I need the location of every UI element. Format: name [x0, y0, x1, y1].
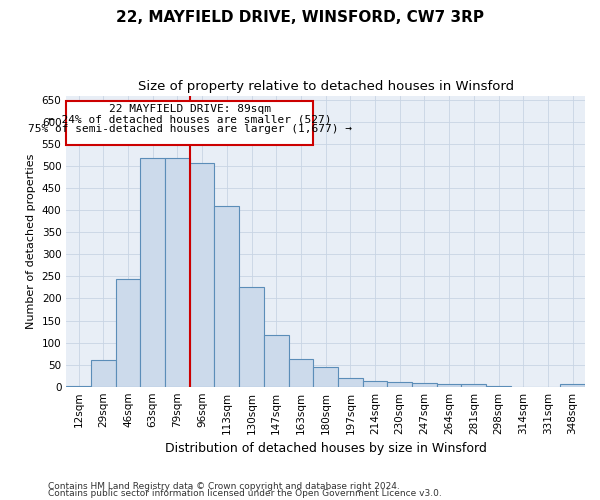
- Bar: [412, 383, 437, 386]
- Bar: [388, 382, 412, 386]
- Title: Size of property relative to detached houses in Winsford: Size of property relative to detached ho…: [137, 80, 514, 93]
- Y-axis label: Number of detached properties: Number of detached properties: [26, 154, 36, 329]
- Bar: [190, 163, 214, 386]
- Bar: [214, 206, 239, 386]
- Bar: [560, 384, 585, 386]
- Text: Contains HM Land Registry data © Crown copyright and database right 2024.: Contains HM Land Registry data © Crown c…: [48, 482, 400, 491]
- Bar: [289, 359, 313, 386]
- Bar: [313, 367, 338, 386]
- Bar: [437, 384, 461, 386]
- X-axis label: Distribution of detached houses by size in Winsford: Distribution of detached houses by size …: [165, 442, 487, 455]
- Bar: [338, 378, 362, 386]
- Text: 22 MAYFIELD DRIVE: 89sqm: 22 MAYFIELD DRIVE: 89sqm: [109, 104, 271, 115]
- Bar: [165, 158, 190, 386]
- Bar: [91, 360, 116, 386]
- Bar: [116, 278, 140, 386]
- Text: 22, MAYFIELD DRIVE, WINSFORD, CW7 3RP: 22, MAYFIELD DRIVE, WINSFORD, CW7 3RP: [116, 10, 484, 25]
- Text: ← 24% of detached houses are smaller (527): ← 24% of detached houses are smaller (52…: [48, 114, 332, 124]
- Bar: [140, 158, 165, 386]
- Bar: [264, 334, 289, 386]
- Bar: [362, 382, 388, 386]
- Bar: [66, 101, 313, 145]
- Text: Contains public sector information licensed under the Open Government Licence v3: Contains public sector information licen…: [48, 488, 442, 498]
- Bar: [239, 288, 264, 386]
- Bar: [461, 384, 486, 386]
- Text: 75% of semi-detached houses are larger (1,677) →: 75% of semi-detached houses are larger (…: [28, 124, 352, 134]
